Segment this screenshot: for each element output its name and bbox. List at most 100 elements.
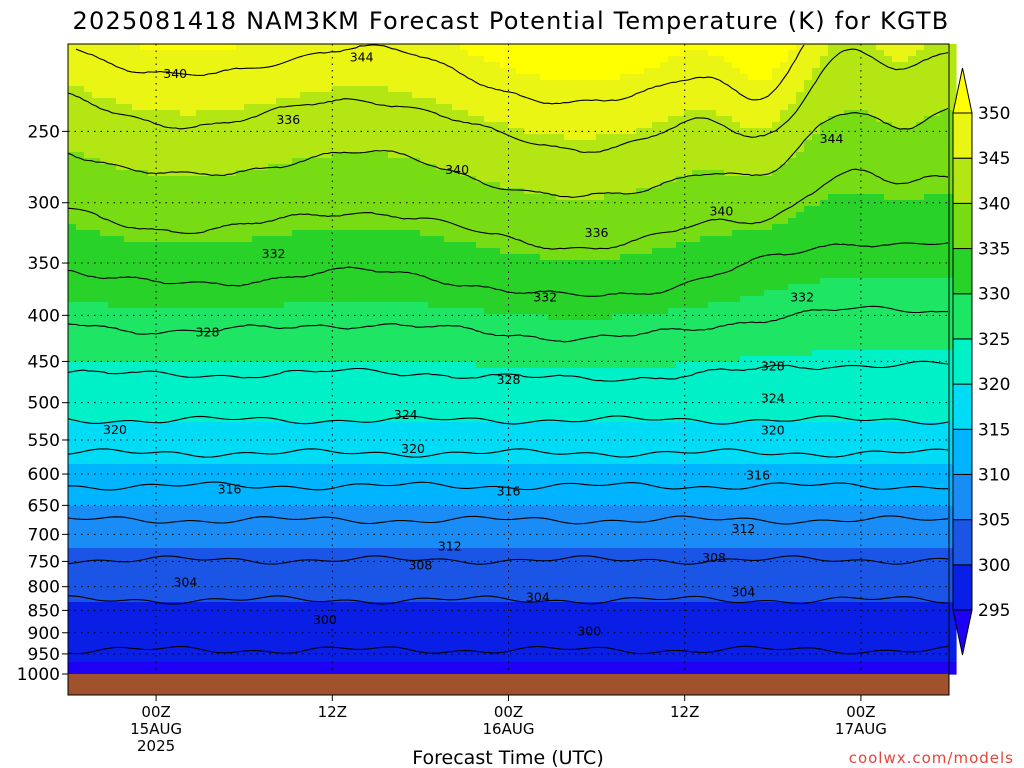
color-cell — [284, 446, 293, 453]
color-cell — [212, 344, 221, 351]
color-cell — [268, 50, 277, 57]
color-cell — [316, 404, 325, 411]
color-cell — [124, 152, 133, 159]
color-cell — [124, 44, 133, 51]
color-cell — [132, 194, 141, 201]
color-cell — [388, 260, 397, 267]
color-cell — [284, 206, 293, 213]
color-cell — [372, 596, 381, 603]
color-cell — [420, 122, 429, 129]
color-cell — [372, 314, 381, 321]
color-cell — [420, 98, 429, 105]
color-cell — [284, 248, 293, 255]
color-cell — [156, 338, 165, 345]
color-cell — [204, 320, 213, 327]
color-cell — [68, 446, 77, 453]
color-cell — [404, 548, 413, 555]
color-cell — [412, 290, 421, 297]
color-cell — [388, 188, 397, 195]
color-cell — [76, 44, 85, 51]
color-cell — [436, 506, 445, 513]
color-cell — [316, 200, 325, 207]
color-cell — [164, 554, 173, 561]
color-cell — [84, 548, 93, 555]
color-cell — [364, 662, 373, 669]
color-cell — [332, 608, 341, 615]
color-cell — [156, 488, 165, 495]
color-cell — [92, 338, 101, 345]
color-cell — [100, 620, 109, 627]
color-cell — [164, 152, 173, 159]
color-cell — [252, 536, 261, 543]
color-cell — [172, 50, 181, 57]
color-cell — [244, 440, 253, 447]
color-cell — [332, 152, 341, 159]
color-cell — [340, 620, 349, 627]
color-cell — [380, 494, 389, 501]
color-cell — [212, 134, 221, 141]
color-cell — [300, 92, 309, 99]
color-cell — [388, 134, 397, 141]
color-cell — [268, 476, 277, 483]
color-cell — [364, 446, 373, 453]
color-cell — [364, 644, 373, 651]
color-cell — [372, 170, 381, 177]
color-cell — [364, 194, 373, 201]
color-cell — [388, 530, 397, 537]
color-cell — [196, 440, 205, 447]
color-cell — [124, 602, 133, 609]
color-cell — [252, 158, 261, 165]
color-cell — [68, 434, 77, 441]
color-cell — [196, 326, 205, 333]
color-cell — [68, 92, 77, 99]
color-cell — [76, 428, 85, 435]
color-cell — [188, 152, 197, 159]
color-cell — [164, 566, 173, 573]
color-cell — [308, 194, 317, 201]
color-cell — [220, 656, 229, 663]
color-cell — [108, 158, 117, 165]
color-cell — [92, 404, 101, 411]
color-cell — [124, 506, 133, 513]
color-cell — [348, 368, 357, 375]
color-cell — [444, 248, 453, 255]
color-cell — [308, 206, 317, 213]
color-cell — [100, 50, 109, 57]
color-cell — [172, 620, 181, 627]
color-cell — [148, 218, 157, 225]
color-cell — [332, 248, 341, 255]
color-cell — [220, 488, 229, 495]
color-cell — [76, 398, 85, 405]
color-cell — [356, 566, 365, 573]
color-cell — [324, 242, 333, 249]
color-cell — [148, 530, 157, 537]
color-cell — [396, 608, 405, 615]
color-cell — [164, 122, 173, 129]
color-cell — [68, 590, 77, 597]
color-cell — [420, 314, 429, 321]
color-cell — [100, 500, 109, 507]
color-cell — [268, 464, 277, 471]
color-cell — [188, 614, 197, 621]
color-cell — [228, 662, 237, 669]
color-cell — [116, 542, 125, 549]
color-cell — [420, 602, 429, 609]
color-cell — [212, 116, 221, 123]
color-cell — [404, 302, 413, 309]
color-cell — [268, 524, 277, 531]
color-cell — [276, 176, 285, 183]
color-cell — [140, 104, 149, 111]
color-cell — [308, 620, 317, 627]
color-cell — [132, 122, 141, 129]
color-cell — [188, 170, 197, 177]
color-cell — [284, 548, 293, 555]
color-cell — [396, 314, 405, 321]
color-cell — [220, 404, 229, 411]
color-cell — [340, 626, 349, 633]
color-cell — [372, 230, 381, 237]
color-cell — [324, 44, 333, 51]
color-cell — [268, 548, 277, 555]
color-cell — [156, 668, 165, 675]
color-cell — [260, 392, 269, 399]
color-cell — [156, 458, 165, 465]
